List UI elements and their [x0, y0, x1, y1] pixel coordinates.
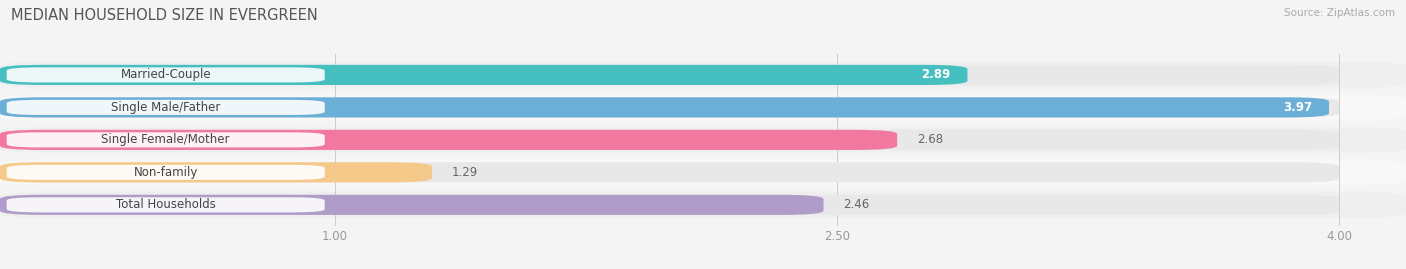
FancyBboxPatch shape: [0, 160, 1406, 185]
FancyBboxPatch shape: [7, 100, 325, 115]
Text: Total Households: Total Households: [115, 198, 215, 211]
FancyBboxPatch shape: [0, 195, 824, 215]
Text: Single Male/Father: Single Male/Father: [111, 101, 221, 114]
Text: Married-Couple: Married-Couple: [121, 68, 211, 82]
FancyBboxPatch shape: [0, 127, 1406, 153]
Text: MEDIAN HOUSEHOLD SIZE IN EVERGREEN: MEDIAN HOUSEHOLD SIZE IN EVERGREEN: [11, 8, 318, 23]
FancyBboxPatch shape: [7, 67, 325, 83]
FancyBboxPatch shape: [0, 65, 1339, 85]
Text: 2.46: 2.46: [844, 198, 870, 211]
FancyBboxPatch shape: [0, 195, 1339, 215]
Text: 2.89: 2.89: [921, 68, 950, 82]
FancyBboxPatch shape: [0, 95, 1406, 120]
FancyBboxPatch shape: [0, 192, 1406, 218]
FancyBboxPatch shape: [0, 62, 1406, 88]
Text: 3.97: 3.97: [1284, 101, 1312, 114]
Text: 1.29: 1.29: [451, 166, 478, 179]
Text: Non-family: Non-family: [134, 166, 198, 179]
FancyBboxPatch shape: [0, 130, 1339, 150]
Text: Single Female/Mother: Single Female/Mother: [101, 133, 231, 146]
FancyBboxPatch shape: [7, 132, 325, 147]
Text: 2.68: 2.68: [917, 133, 943, 146]
FancyBboxPatch shape: [7, 197, 325, 213]
FancyBboxPatch shape: [0, 97, 1329, 118]
FancyBboxPatch shape: [0, 162, 1339, 182]
FancyBboxPatch shape: [0, 162, 432, 182]
FancyBboxPatch shape: [0, 65, 967, 85]
Text: Source: ZipAtlas.com: Source: ZipAtlas.com: [1284, 8, 1395, 18]
FancyBboxPatch shape: [0, 97, 1339, 118]
FancyBboxPatch shape: [0, 130, 897, 150]
FancyBboxPatch shape: [7, 165, 325, 180]
